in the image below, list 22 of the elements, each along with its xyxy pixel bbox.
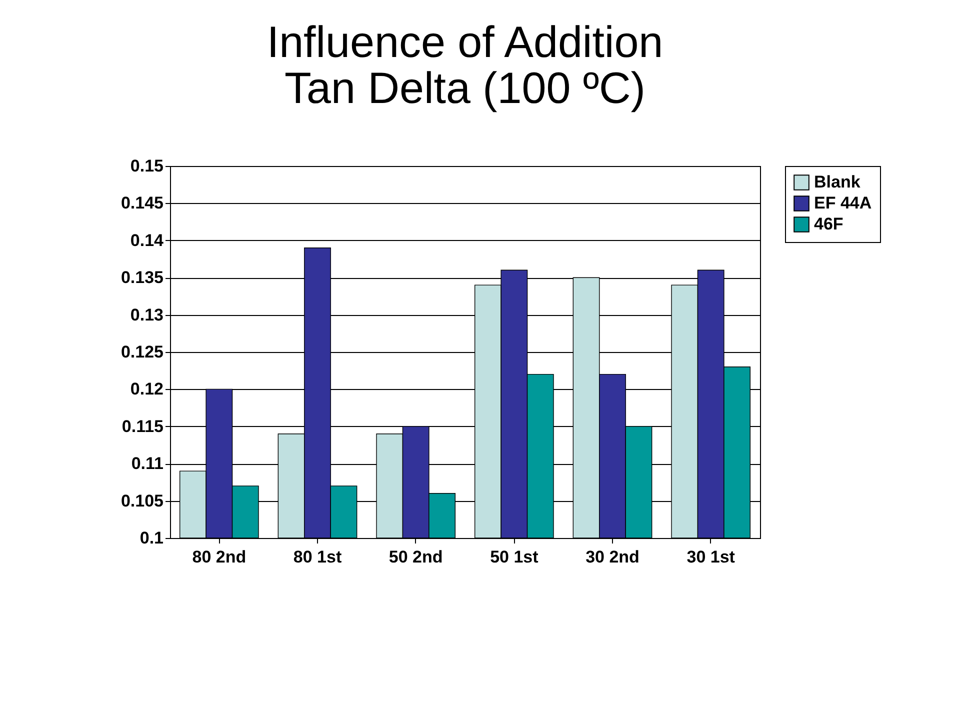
y-tick-label: 0.1 [140,528,164,548]
legend-label: EF 44A [814,194,872,212]
x-tick-label: 30 1st [686,548,736,566]
y-tick-label: 0.12 [130,380,164,399]
legend-label: Blank [814,172,861,192]
y-tick-label: 0.15 [130,156,164,176]
text: Tan Delta (100 ºC) [284,64,646,113]
x-tick-label: 50 1st [490,548,539,566]
x-tick-label: 80 2nd [192,548,246,566]
y-tick-label: 0.115 [122,416,164,436]
x-tick-label: 80 1st [293,548,342,566]
x-tick-label: 50 2nd [388,548,443,566]
y-tick-label: 0.145 [120,194,164,213]
y-tick-label: 0.135 [120,268,164,288]
y-tick-label: 0.13 [130,305,164,324]
legend-label: 46F [814,214,844,234]
y-tick-label: 0.11 [131,454,164,474]
x-tick-label: 30 2nd [586,548,640,566]
y-tick-label: 0.14 [130,230,164,250]
y-tick-label: 0.125 [120,342,164,362]
text: Influence of Addition [266,18,664,67]
y-tick-label: 0.105 [120,491,164,510]
